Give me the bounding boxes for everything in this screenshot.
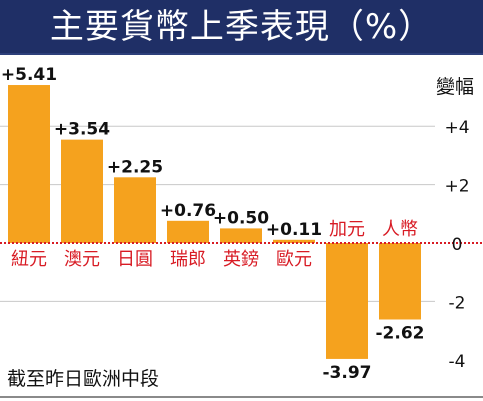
category-label: 歐元 (276, 249, 312, 270)
y-tick-label: +2 (444, 177, 469, 197)
y-tick-label: -4 (449, 352, 466, 372)
category-label: 紐元 (11, 249, 47, 270)
bar-chart: +5.41 +3.54 +2.25 +0.76+0.50+0.11 -3.97-2.62… (0, 65, 483, 390)
y-tick-label: -2 (449, 293, 466, 313)
category-label: 加元 (329, 219, 365, 240)
bar-6 (273, 239, 315, 243)
bar-7 (326, 243, 368, 359)
chart-title-bar: 主要貨幣上季表現（%） (0, 0, 483, 55)
value-label: -3.97 (323, 363, 372, 383)
value-label: +0.50 (213, 208, 269, 228)
y-tick-label: +4 (444, 118, 469, 138)
y-tick-label: 0 (452, 235, 463, 255)
bar-3 (114, 177, 156, 243)
value-label: +0.76 (160, 201, 216, 221)
value-label: -2.62 (376, 324, 425, 344)
category-label: 瑞郎 (170, 249, 206, 270)
bar-2 (61, 139, 103, 243)
bar-8 (379, 243, 421, 320)
value-label: +5.41 (1, 65, 57, 85)
bottom-rule (0, 396, 483, 398)
value-label: +3.54 (54, 120, 110, 140)
y-axis-label: 變幅 (436, 76, 474, 98)
value-label: +2.25 (107, 157, 163, 177)
annotation: 截至昨日歐洲中段 (7, 368, 159, 390)
category-label: 人幣 (382, 219, 418, 240)
bar-5 (220, 228, 262, 243)
category-label: 英鎊 (223, 249, 259, 270)
category-label: 日圓 (117, 249, 153, 270)
category-label: 澳元 (64, 249, 100, 270)
value-label: +0.11 (266, 220, 322, 240)
bar-4 (167, 220, 209, 243)
chart-title: 主要貨幣上季表現（%） (49, 6, 434, 47)
bar-1 (8, 85, 50, 243)
